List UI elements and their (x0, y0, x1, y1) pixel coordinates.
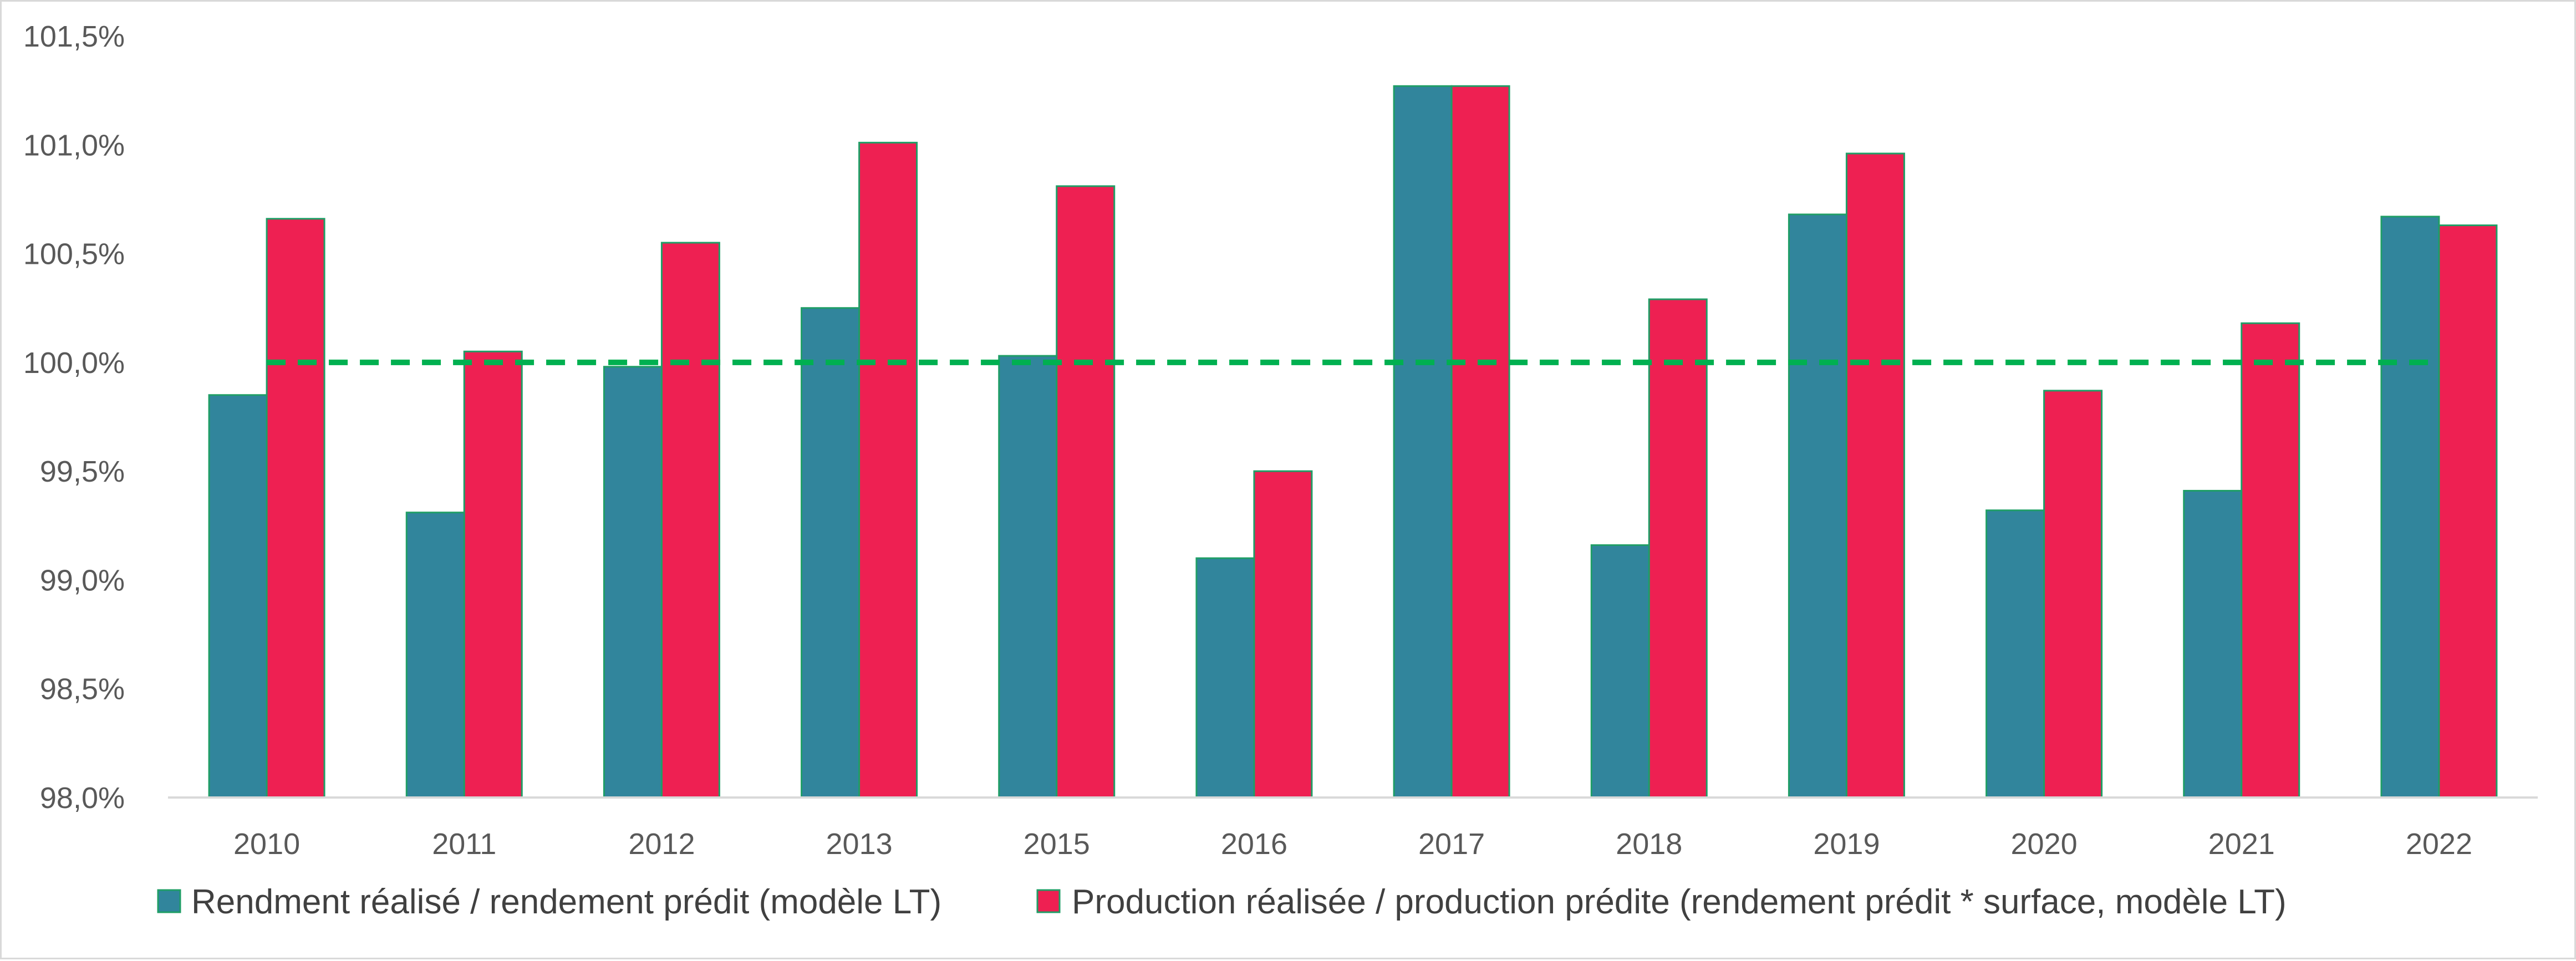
y-tick-label: 101,0% (23, 129, 125, 162)
bar-production (1845, 152, 1905, 799)
bar-rendement (1788, 213, 1847, 799)
x-axis-labels: 2010 2011 2012 2013 2015 2016 2017 2018 2019 2020… (233, 827, 2472, 861)
y-tick-label: 98,0% (40, 781, 125, 815)
bar-production (1648, 298, 1708, 799)
bar-production (858, 141, 918, 799)
bar-rendement (2380, 216, 2440, 799)
bar-rendement (801, 307, 861, 799)
y-tick-label: 100,0% (23, 346, 125, 380)
bar-production (1056, 185, 1116, 799)
bar-rendement (603, 366, 663, 799)
bar-production (1450, 85, 1510, 799)
bar-production (266, 218, 325, 799)
bar-rendement (1195, 557, 1255, 799)
y-tick-label: 99,5% (40, 455, 125, 488)
bar-rendement (2183, 489, 2243, 799)
x-tick-label: 2017 (1418, 827, 1485, 861)
legend: Rendment réalisé / rendement prédit (mod… (157, 883, 2287, 921)
bar-rendement (1590, 544, 1650, 799)
bar-rendement (405, 512, 465, 799)
x-tick-label: 2019 (1813, 827, 1880, 861)
y-tick-label: 100,5% (23, 238, 125, 271)
x-tick-label: 2010 (233, 827, 300, 861)
x-tick-label: 2013 (826, 827, 893, 861)
x-tick-label: 2018 (1616, 827, 1682, 861)
bar-rendement (208, 394, 268, 799)
legend-item: Rendment réalisé / rendement prédit (mod… (157, 883, 941, 921)
y-tick-label: 98,5% (40, 673, 125, 706)
x-tick-label: 2022 (2406, 827, 2472, 861)
bar-production (2043, 390, 2103, 799)
legend-swatch (157, 889, 181, 913)
bar-production (1253, 470, 1313, 799)
x-tick-label: 2020 (2011, 827, 2078, 861)
bar-production (463, 350, 523, 799)
bar-production (2241, 322, 2300, 799)
bars-group (208, 85, 2498, 799)
x-tick-label: 2012 (628, 827, 695, 861)
bar-production (2438, 224, 2498, 799)
legend-swatch (1036, 889, 1061, 913)
x-tick-label: 2015 (1024, 827, 1090, 861)
y-axis-labels: 98,0% 98,5% 99,0% 99,5% 100,0% 100,5% 101,0% 10… (23, 20, 125, 815)
bar-rendement (1986, 509, 2045, 799)
y-tick-label: 101,5% (23, 20, 125, 53)
bar-rendement (1393, 85, 1453, 799)
bar-production (660, 242, 720, 799)
x-tick-label: 2021 (2208, 827, 2275, 861)
x-tick-label: 2016 (1221, 827, 1287, 861)
bar-rendement (998, 355, 1058, 799)
x-tick-label: 2011 (432, 827, 496, 861)
legend-item: Production réalisée / production prédite… (1036, 883, 2287, 921)
legend-label: Rendment réalisé / rendement prédit (mod… (191, 883, 941, 921)
y-tick-label: 99,0% (40, 564, 125, 597)
legend-label: Production réalisée / production prédite… (1072, 883, 2287, 921)
